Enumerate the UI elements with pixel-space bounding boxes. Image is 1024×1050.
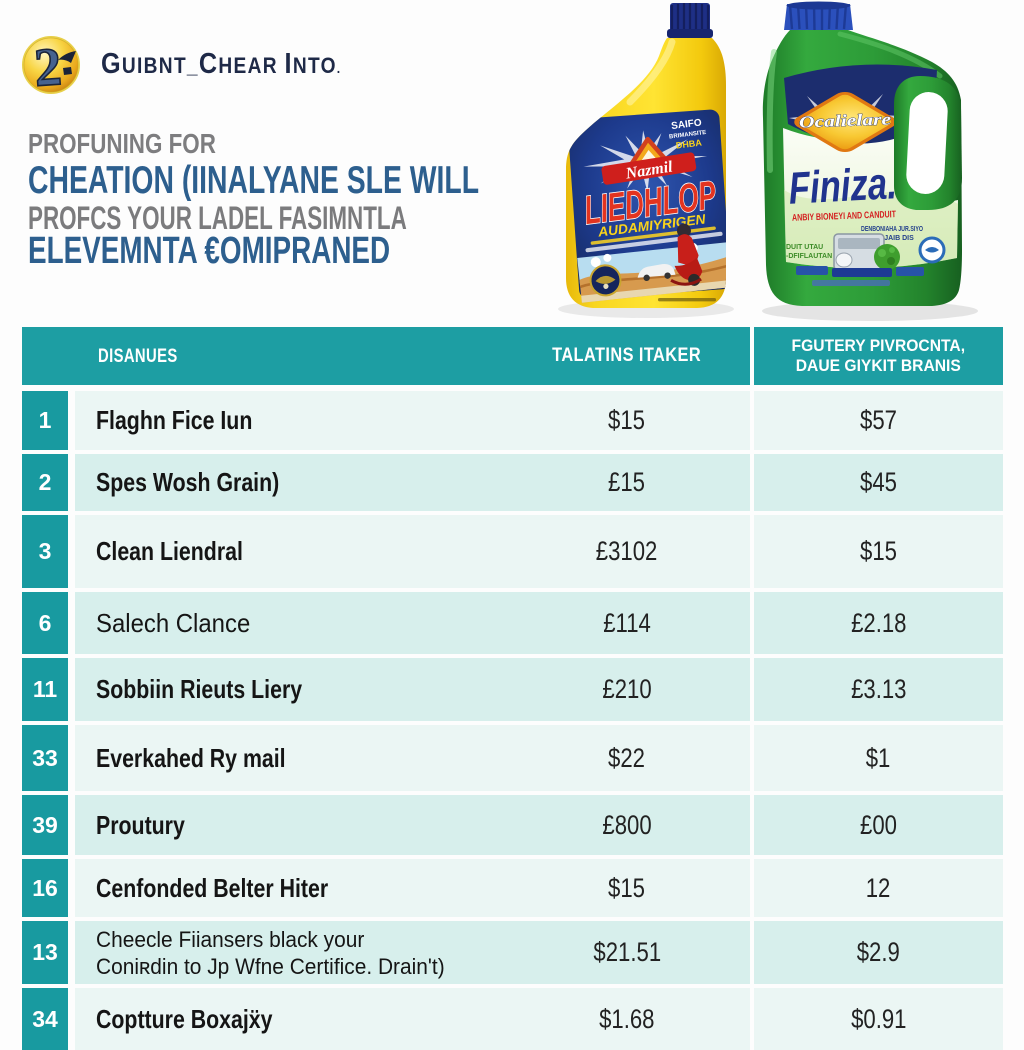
svg-text:DENBONIAHA JUR.SIYO: DENBONIAHA JUR.SIYO bbox=[861, 226, 923, 233]
svg-text:BRIMANSITE: BRIMANSITE bbox=[669, 130, 707, 141]
svg-text:PESJAIB DIS: PESJAIB DIS bbox=[870, 235, 914, 242]
svg-text:Finiza.: Finiza. bbox=[787, 157, 898, 214]
svg-text:DHBA: DHBA bbox=[675, 137, 703, 150]
svg-text:SAIFO: SAIFO bbox=[671, 117, 703, 132]
svg-text:DUIT UTAU: DUIT UTAU bbox=[786, 244, 823, 251]
svg-text:Ocalielare: Ocalielare bbox=[799, 109, 892, 131]
svg-text:ANBIY BIONEYI AND CANDUIT: ANBIY BIONEYI AND CANDUIT bbox=[792, 209, 896, 224]
svg-text:-DFIFLAUTAN: -DFIFLAUTAN bbox=[786, 253, 832, 260]
svg-text:2: 2 bbox=[32, 36, 63, 94]
